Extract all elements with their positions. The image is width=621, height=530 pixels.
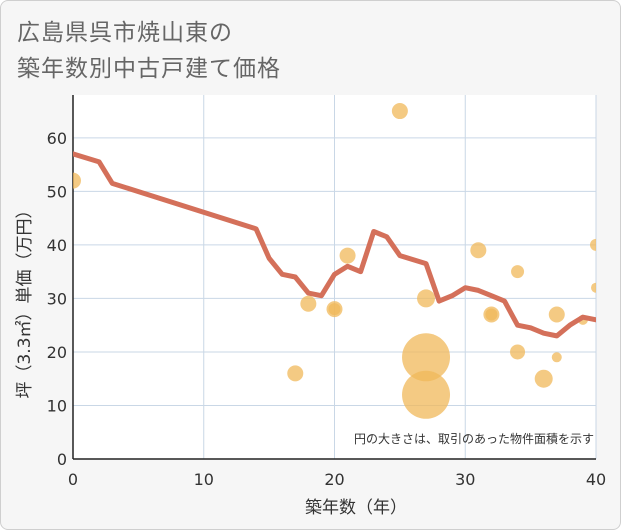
bubble-point-19 bbox=[590, 238, 596, 251]
x-axis-label: 築年数（年） bbox=[305, 498, 407, 518]
x-tick-label-4: 40 bbox=[586, 470, 606, 489]
trend-line-series bbox=[73, 151, 596, 339]
chart-title-line-2: 築年数別中古戸建て価格 bbox=[17, 56, 281, 82]
y-tick-label-2: 20 bbox=[47, 343, 67, 362]
y-tick-label-4: 40 bbox=[47, 236, 67, 255]
bubble-point-10 bbox=[470, 242, 487, 259]
x-tick-label-3: 30 bbox=[455, 470, 475, 489]
bubble-size-note: 円の大きさは、取引のあった物件面積を示す bbox=[354, 431, 594, 446]
bubble-point-13 bbox=[511, 265, 525, 279]
bubble-point-5 bbox=[339, 247, 356, 264]
x-tick-label-2: 20 bbox=[324, 470, 344, 489]
tick-labels: 0 10 20 30 40 0 10 20 30 40 50 60 bbox=[47, 129, 607, 489]
bubble-point-4 bbox=[328, 303, 341, 316]
bubble-point-9 bbox=[402, 370, 451, 419]
y-axis-label: 坪（3.3㎡）単価（万円） bbox=[15, 201, 35, 398]
bubble-point-7 bbox=[417, 289, 436, 308]
bubble-point-0 bbox=[73, 172, 81, 189]
y-tick-label-6: 60 bbox=[47, 129, 67, 148]
bubble-series bbox=[73, 103, 596, 419]
bubble-point-6 bbox=[391, 103, 408, 120]
chart-title: 広島県呉市焼山東の 築年数別中古戸建て価格 bbox=[17, 15, 281, 87]
chart-title-line-1: 広島県呉市焼山東の bbox=[17, 20, 233, 46]
bubble-point-15 bbox=[534, 369, 553, 388]
bubble-point-20 bbox=[591, 282, 596, 293]
bubble-point-17 bbox=[551, 352, 562, 363]
bubble-point-12 bbox=[485, 308, 498, 321]
x-tick-label-0: 0 bbox=[68, 470, 78, 489]
bubble-point-16 bbox=[548, 306, 565, 323]
trend-line bbox=[73, 151, 596, 339]
y-tick-label-1: 10 bbox=[47, 396, 67, 415]
y-tick-label-5: 50 bbox=[47, 182, 67, 201]
bubble-point-8 bbox=[402, 333, 451, 382]
bubble-point-2 bbox=[300, 295, 317, 312]
y-tick-label-3: 30 bbox=[47, 289, 67, 308]
x-tick-label-1: 10 bbox=[194, 470, 214, 489]
y-tick-label-0: 0 bbox=[57, 450, 67, 469]
bubble-point-1 bbox=[287, 365, 304, 382]
bubble-point-14 bbox=[510, 344, 526, 360]
